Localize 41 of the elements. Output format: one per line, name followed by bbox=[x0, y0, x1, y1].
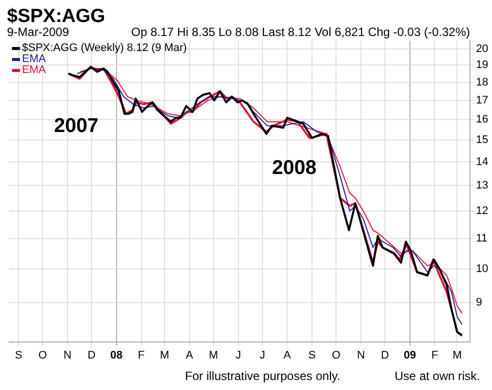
legend-label: $SPX:AGG (Weekly) 8.12 (9 Mar) bbox=[22, 42, 187, 54]
x-tick-label: S bbox=[14, 349, 22, 362]
legend-label: EMA bbox=[22, 64, 46, 76]
x-tick-label: O bbox=[38, 349, 48, 362]
y-tick-label: 20 bbox=[476, 42, 488, 55]
x-tick-label: 08 bbox=[110, 349, 123, 362]
annotation: 2008 bbox=[272, 157, 316, 180]
x-tick-label: A bbox=[284, 349, 292, 362]
chart-title: $SPX:AGG bbox=[7, 6, 106, 28]
y-tick-label: 12 bbox=[476, 205, 488, 218]
x-tick-label: A bbox=[186, 349, 194, 362]
x-tick-label: M bbox=[160, 349, 170, 362]
text: Use at own risk. bbox=[394, 369, 480, 383]
chart-subtitle: 9-Mar-2009 bbox=[7, 25, 70, 39]
x-tick-label: F bbox=[138, 349, 145, 362]
x-tick-label: J bbox=[260, 349, 266, 362]
y-tick-label: 19 bbox=[476, 59, 488, 72]
y-tick-label: 16 bbox=[476, 114, 488, 126]
y-tick-label: 15 bbox=[476, 134, 488, 146]
x-tick-label: J bbox=[236, 349, 242, 362]
y-tick-label: 10 bbox=[476, 262, 488, 275]
annotation: 2007 bbox=[54, 115, 98, 138]
text: For illustrative purposes only. bbox=[185, 369, 340, 383]
legend-label: EMA bbox=[22, 53, 46, 65]
text: Op 8.17 Hi 8.35 Lo 8.08 Last 8.12 Vol 6,821 Chg -0.03 (-0.32%) bbox=[131, 25, 470, 39]
y-tick-label: 13 bbox=[476, 180, 488, 192]
x-tick-label: N bbox=[64, 349, 72, 362]
y-tick-label: 18 bbox=[476, 76, 488, 88]
x-tick-label: N bbox=[356, 349, 365, 362]
y-tick-label: 11 bbox=[476, 232, 488, 245]
y-tick-label: 9 bbox=[476, 296, 482, 308]
x-tick-label: O bbox=[332, 349, 341, 362]
x-tick-label: F bbox=[431, 349, 438, 362]
y-tick-label: 14 bbox=[476, 156, 488, 168]
x-tick-label: D bbox=[381, 349, 390, 362]
x-tick-label: D bbox=[88, 349, 96, 362]
x-tick-label: M bbox=[208, 349, 218, 362]
x-tick-label: M bbox=[452, 349, 462, 362]
x-tick-label: 09 bbox=[404, 349, 416, 362]
x-tick-label: S bbox=[308, 349, 316, 362]
y-tick-label: 17 bbox=[476, 94, 488, 106]
